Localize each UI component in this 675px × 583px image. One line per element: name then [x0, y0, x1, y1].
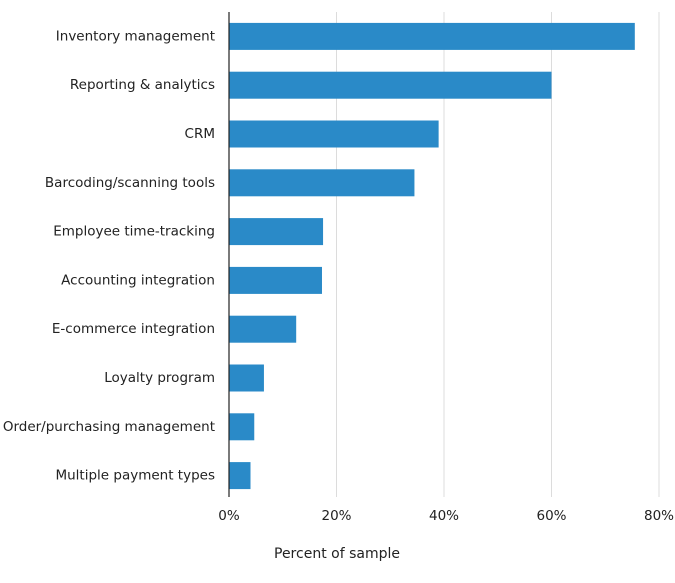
bar [229, 462, 251, 490]
bar [229, 413, 255, 441]
category-label: CRM [185, 126, 215, 142]
category-label: Inventory management [56, 28, 215, 44]
category-label: Multiple payment types [55, 468, 215, 484]
bar [229, 218, 324, 246]
bars-layer [229, 22, 635, 490]
category-label: Order/purchasing management [3, 419, 215, 435]
category-label: Reporting & analytics [70, 77, 215, 93]
x-tick-label: 80% [644, 508, 674, 524]
category-label: Accounting integration [61, 272, 215, 288]
bar [229, 71, 552, 99]
x-axis-title: Percent of sample [274, 546, 400, 562]
x-tick-label: 60% [536, 508, 566, 524]
bar [229, 22, 635, 50]
x-tick-label: 20% [321, 508, 351, 524]
bar [229, 315, 297, 343]
category-label: Loyalty program [104, 370, 215, 386]
x-tick-label: 40% [429, 508, 459, 524]
x-tick-label: 0% [218, 508, 240, 524]
category-label: E-commerce integration [52, 321, 215, 337]
bar [229, 169, 415, 197]
category-labels: Inventory management Reporting & analytic… [3, 28, 215, 483]
bar [229, 364, 264, 392]
bar [229, 120, 439, 148]
bar [229, 266, 322, 294]
category-label: Barcoding/scanning tools [45, 175, 215, 191]
x-tick-labels: 0% 20% 40% 60% 80% [218, 508, 674, 524]
category-label: Employee time-tracking [53, 224, 215, 240]
